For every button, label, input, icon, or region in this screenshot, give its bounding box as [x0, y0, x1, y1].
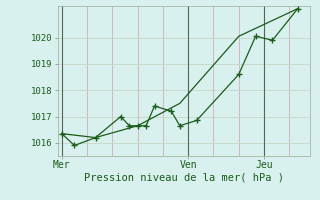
X-axis label: Pression niveau de la mer( hPa ): Pression niveau de la mer( hPa ) [84, 173, 284, 183]
